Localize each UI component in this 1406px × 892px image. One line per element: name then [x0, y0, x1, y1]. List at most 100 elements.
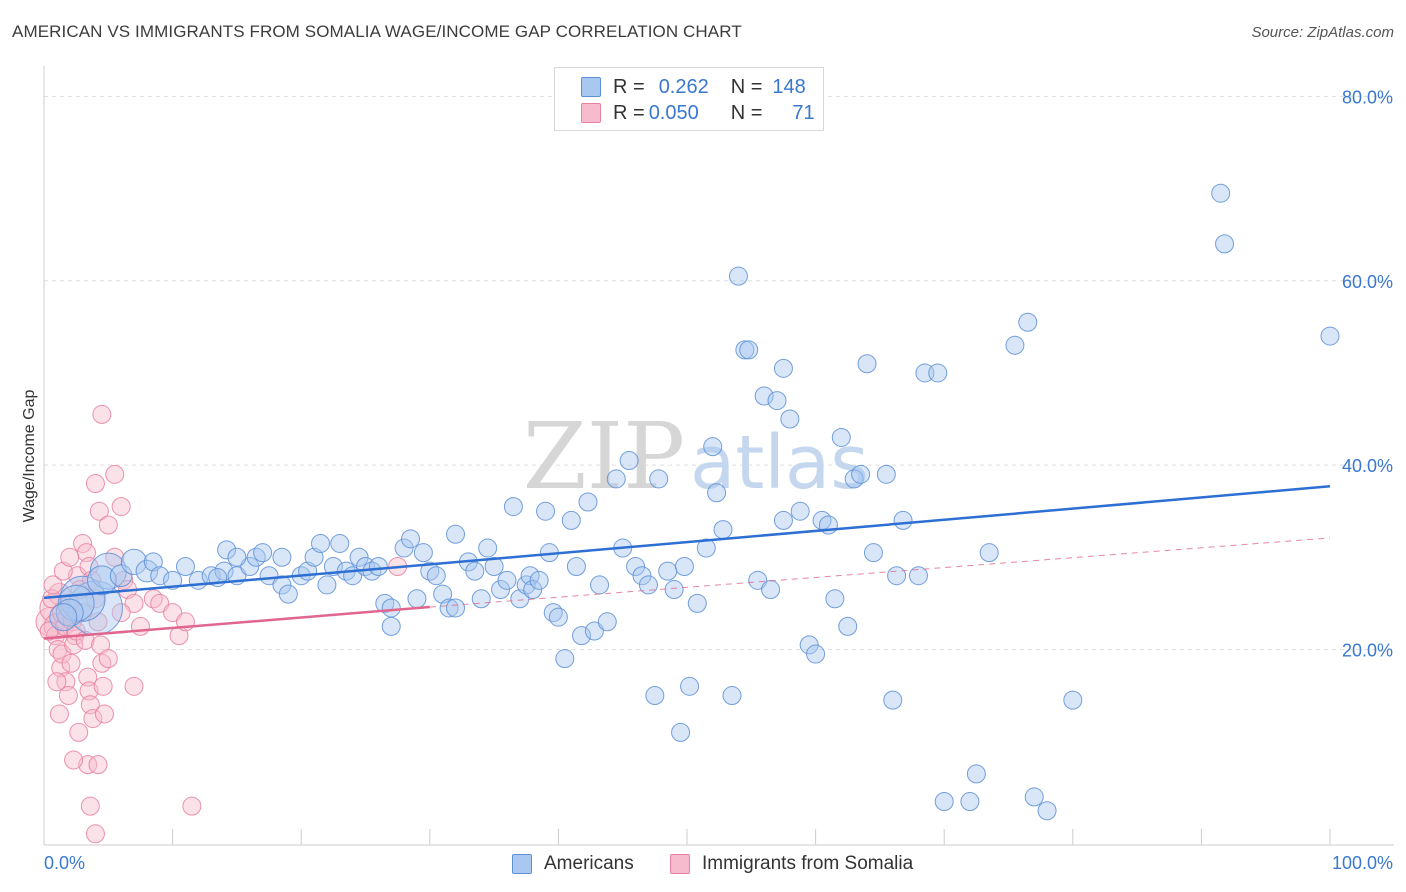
watermark-atlas: atlas: [690, 420, 869, 506]
bottom-legend-americans: Americans: [512, 852, 634, 876]
americans-point: [529, 570, 549, 590]
somalia-point: [98, 649, 118, 669]
legend-somalia-n: 71: [792, 101, 815, 124]
stats-legend: R = 0.262 N = 148 R = 0.050 N = 71: [554, 67, 824, 131]
legend-row-somalia: R = 0.050 N = 71: [581, 101, 815, 125]
somalia-point: [150, 593, 170, 613]
somalia-point: [58, 686, 78, 706]
americans-point: [1063, 690, 1083, 710]
somalia-point: [53, 561, 73, 581]
legend-row-americans: R = 0.262 N = 148: [581, 75, 806, 99]
americans-point: [887, 566, 907, 586]
somalia-point: [80, 796, 100, 816]
americans-point: [908, 566, 928, 586]
somalia-point: [111, 603, 131, 623]
americans-point: [143, 552, 163, 572]
americans-point: [658, 561, 678, 581]
somalia-point: [93, 676, 113, 696]
americans-point: [491, 580, 511, 600]
americans-point: [407, 589, 427, 609]
americans-point: [649, 469, 669, 489]
americans-point: [851, 464, 871, 484]
somalia-point: [79, 681, 99, 701]
americans-point: [687, 593, 707, 613]
x-tick-label: 0.0%: [44, 853, 85, 873]
somalia-point: [73, 533, 93, 553]
somalia-point: [80, 695, 100, 715]
americans-point: [645, 686, 665, 706]
americans-point: [135, 559, 159, 583]
americans-point: [928, 363, 948, 383]
y-tick-label: 40.0%: [1342, 456, 1393, 476]
axes: [43, 66, 1394, 846]
americans-point: [381, 616, 401, 636]
somalia-point: [124, 593, 144, 613]
americans-point: [86, 565, 117, 596]
americans-trend-line: [43, 485, 1331, 600]
somalia-trend-extension: [429, 537, 1331, 608]
americans-point: [696, 538, 716, 558]
americans-point: [893, 510, 913, 530]
y-axis-label: Wage/Income Gap: [21, 390, 38, 523]
bottom-legend-somalia: Immigrants from Somalia: [670, 852, 913, 876]
americans-point: [330, 533, 350, 553]
trend-lines: [43, 485, 1331, 640]
americans-point: [831, 427, 851, 447]
americans-point: [310, 533, 330, 553]
legend-americans-n: 148: [772, 75, 806, 98]
legend-r-label: R =: [613, 75, 645, 98]
somalia-point: [94, 704, 114, 724]
americans-point: [773, 510, 793, 530]
americans-point: [748, 570, 768, 590]
americans-point: [1211, 183, 1231, 203]
legend-r-label: R =: [613, 101, 645, 124]
americans-point: [465, 561, 485, 581]
americans-point: [934, 792, 954, 812]
americans-point: [728, 266, 748, 286]
somalia-point: [47, 672, 67, 692]
somalia-point: [163, 603, 183, 623]
somalia-point: [105, 464, 125, 484]
americans-point: [272, 575, 292, 595]
somalia-point: [124, 676, 144, 696]
y-tick-label: 80.0%: [1342, 87, 1393, 107]
y-tick-label: 20.0%: [1342, 640, 1393, 660]
americans-point: [433, 584, 453, 604]
americans-point: [761, 580, 781, 600]
americans-point: [703, 437, 723, 457]
watermark: ZIP atlas: [523, 403, 869, 510]
somalia-point: [43, 575, 63, 595]
americans-point: [175, 556, 195, 576]
somalia-point: [67, 566, 87, 586]
americans-point: [227, 547, 247, 567]
americans-point: [790, 501, 810, 521]
americans-point: [1018, 312, 1038, 332]
somalia-point: [85, 824, 105, 844]
americans-point: [536, 501, 556, 521]
americans-point: [876, 464, 896, 484]
somalia-point: [83, 709, 103, 729]
americans-point: [349, 547, 369, 567]
bottom-swatch-somalia: [670, 854, 690, 874]
americans-point: [394, 538, 414, 558]
americans-point: [713, 520, 733, 540]
americans-point: [606, 469, 626, 489]
americans-point: [1024, 787, 1044, 807]
americans-point: [1037, 801, 1057, 821]
americans-point: [368, 556, 388, 576]
americans-points: [49, 183, 1340, 821]
americans-point: [722, 686, 742, 706]
somalia-point: [42, 589, 62, 609]
chart-title: AMERICAN VS IMMIGRANTS FROM SOMALIA WAGE…: [12, 22, 742, 41]
americans-point: [548, 607, 568, 627]
americans-point: [401, 529, 421, 549]
americans-point: [323, 556, 343, 576]
americans-point: [674, 556, 694, 576]
somalia-points: [35, 404, 408, 844]
legend-swatch-somalia: [581, 103, 601, 123]
americans-point: [555, 649, 575, 669]
americans-point: [381, 598, 401, 618]
somalia-point: [64, 750, 84, 770]
y-tick-label: 60.0%: [1342, 272, 1393, 292]
americans-point: [626, 556, 646, 576]
